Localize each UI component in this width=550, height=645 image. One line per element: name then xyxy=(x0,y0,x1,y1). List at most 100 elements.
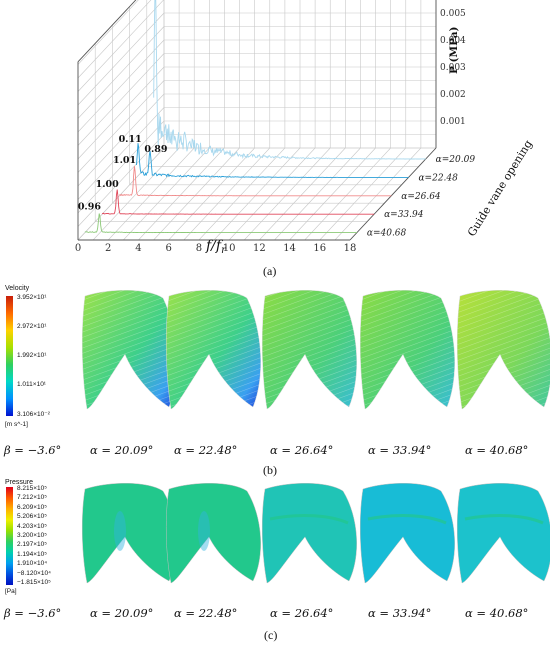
left-grid-line xyxy=(77,66,165,160)
caption-a: (a) xyxy=(263,264,277,278)
series-line xyxy=(119,166,392,197)
alpha-label: α = 22.48° xyxy=(174,606,238,620)
legend-tick: −8.120×10⁴ xyxy=(17,569,51,577)
floor-grid-line xyxy=(304,147,391,241)
series-line xyxy=(84,213,357,234)
series-label: α=20.09 xyxy=(436,155,476,165)
velocity-legend-title: Velocity xyxy=(5,285,30,292)
legend-tick: 2.972×10¹ xyxy=(17,323,47,330)
pressure-blade-passage xyxy=(359,483,455,584)
alpha-label: α = 26.64° xyxy=(270,443,334,457)
floor-grid-line xyxy=(259,147,346,241)
pressure-blade-passage xyxy=(456,483,550,584)
left-grid-line xyxy=(77,0,152,79)
series-labels: α=20.09 α=22.48 α=26.64 α=33.94 α=40.68 xyxy=(367,155,475,239)
x-tick-label: 18 xyxy=(344,243,357,254)
pressure-blade-passage xyxy=(81,483,177,584)
x-tick-label: 12 xyxy=(253,243,266,254)
floor-grid-line xyxy=(138,147,225,241)
x-axis-label: f/fr xyxy=(206,238,226,256)
beta-label: β = −3.6° xyxy=(4,443,62,457)
floor-grid-line xyxy=(153,147,240,241)
series-label: α=22.48 xyxy=(418,173,458,183)
legend-tick: 7.212×10⁵ xyxy=(17,494,47,502)
peak-label: 0.11 xyxy=(119,134,142,145)
z-tick-label: 0.003 xyxy=(440,63,466,73)
floor-grid-line xyxy=(77,147,165,241)
floor-grid-line xyxy=(228,147,316,241)
legend-tick: 6.209×10⁵ xyxy=(17,503,47,511)
z-tick-label: 0.001 xyxy=(440,117,466,127)
x-tick-label: 10 xyxy=(223,243,236,254)
alpha-label: α = 26.64° xyxy=(270,606,334,620)
peak-label: 1.01 xyxy=(113,155,136,166)
left-grid-line xyxy=(77,93,165,187)
alpha-label: α = 22.48° xyxy=(174,443,238,457)
alpha-label: α = 20.09° xyxy=(90,606,154,620)
pressure-blade-passage xyxy=(261,483,357,584)
pressure-legend-unit: [Pa] xyxy=(5,588,17,595)
legend-tick: 3.952×10¹ xyxy=(17,294,47,301)
legend-tick: 3.200×10⁵ xyxy=(17,532,47,539)
series-line xyxy=(153,0,426,160)
back-wall-grid xyxy=(163,0,437,149)
z-tick-label: 0.004 xyxy=(440,36,466,46)
left-grid-line xyxy=(77,26,165,119)
floor-grid-line xyxy=(198,147,286,241)
legend-tick: 8.215×10⁵ xyxy=(17,485,47,492)
x-tick-label: 16 xyxy=(313,243,326,254)
alpha-label: α = 40.68° xyxy=(465,606,529,620)
legend-tick: 3.106×10⁻² xyxy=(17,411,50,418)
peak-label: 0.89 xyxy=(144,144,168,155)
legend-tick: 1.910×10⁴ xyxy=(17,560,48,568)
floor-grid-line xyxy=(183,147,270,241)
legend-tick: 1.194×10⁵ xyxy=(17,550,47,558)
z-tick-label: 0.002 xyxy=(440,90,466,100)
velocity-blade-passage xyxy=(81,290,177,410)
x-tick-label: 6 xyxy=(165,243,171,254)
left-grid-line xyxy=(77,0,164,92)
alpha-label: α = 33.94° xyxy=(368,443,432,457)
left-grid-line xyxy=(77,107,165,200)
legend-tick: 1.992×10¹ xyxy=(17,352,47,359)
z-axis-label: P (MPa) xyxy=(448,26,460,74)
series-label: α=33.94 xyxy=(384,210,424,220)
left-grid-line xyxy=(77,39,165,133)
legend-tick: 5.206×10⁵ xyxy=(17,513,47,521)
legend-tick: 4.203×10⁵ xyxy=(17,522,47,530)
series-label: α=40.68 xyxy=(367,229,407,239)
x-tick-label: 14 xyxy=(283,243,296,254)
peak-label: 1.00 xyxy=(96,179,120,190)
velocity-blade-passage xyxy=(359,290,455,410)
alpha-label: α = 33.94° xyxy=(368,606,432,620)
depth-axis-line xyxy=(349,147,437,241)
series-lines xyxy=(84,0,426,234)
floor-grid-line xyxy=(92,147,180,241)
floor-grid-line xyxy=(289,147,376,241)
alpha-label: α = 40.68° xyxy=(465,443,529,457)
z-tick-label: 0.005 xyxy=(440,9,466,19)
velocity-legend-unit: [m s^-1] xyxy=(5,421,28,428)
legend-tick: 2.197×10⁵ xyxy=(17,541,47,549)
left-grid-line xyxy=(77,53,165,146)
left-grid-line xyxy=(77,134,165,227)
velocity-blade-passage xyxy=(456,290,550,410)
velocity-colorbar xyxy=(6,296,13,416)
x-tick-label: 2 xyxy=(105,243,111,254)
legend-tick: 1.011×10¹ xyxy=(17,381,46,388)
series-line xyxy=(101,189,375,215)
velocity-blade-passage xyxy=(165,290,261,410)
pressure-colorbar xyxy=(6,487,13,585)
x-tick-label: 0 xyxy=(75,243,81,254)
axis-frame xyxy=(77,0,437,241)
alpha-label: α = 20.09° xyxy=(90,443,154,457)
x-tick-label: 8 xyxy=(196,243,202,254)
beta-label: β = −3.6° xyxy=(4,606,62,620)
x-tick-label: 4 xyxy=(135,243,141,254)
series-line xyxy=(136,143,409,178)
floor-grid-line xyxy=(108,147,195,241)
pressure-legend-title: Pressure xyxy=(5,479,34,486)
pressure-blade-passage xyxy=(165,483,261,584)
caption-c: (c) xyxy=(264,628,278,642)
